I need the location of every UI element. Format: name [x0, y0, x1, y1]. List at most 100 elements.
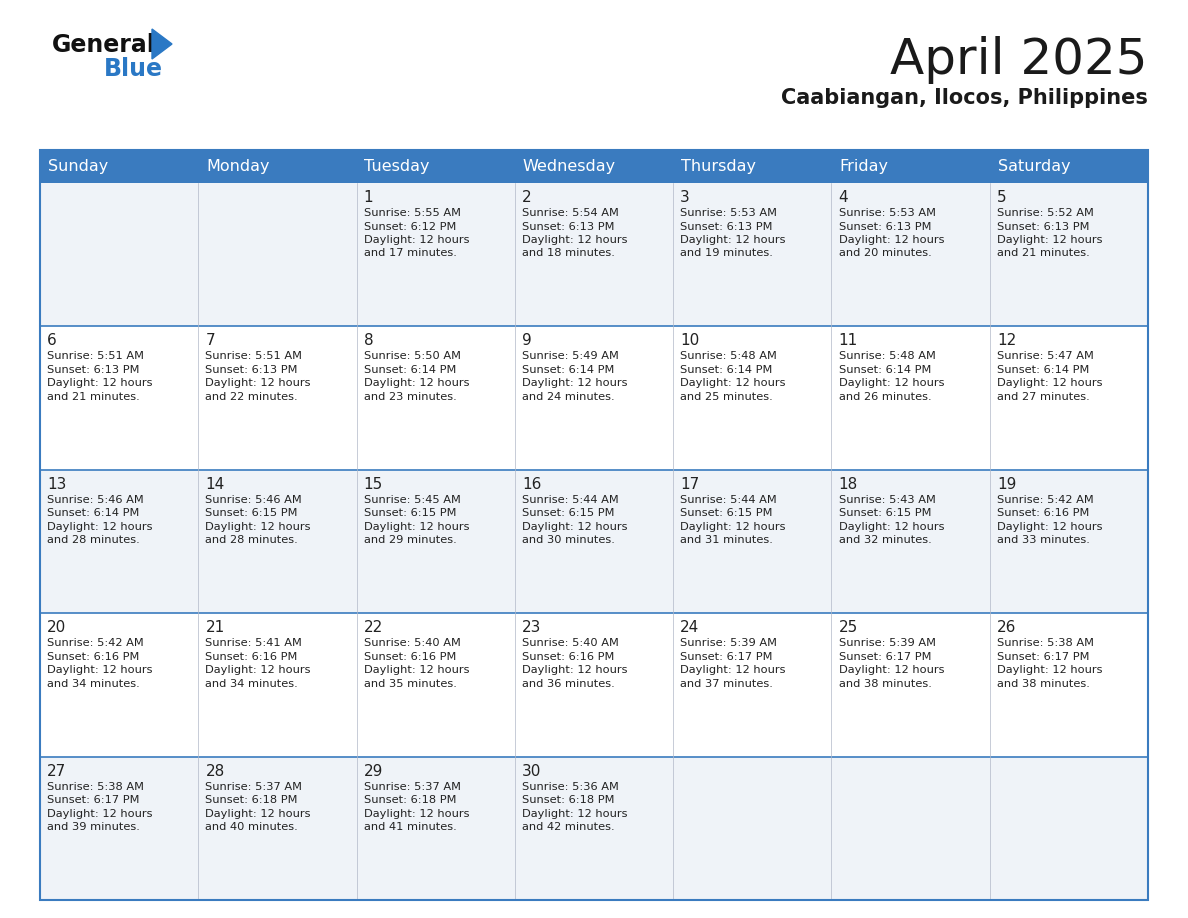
Text: Sunrise: 5:40 AM: Sunrise: 5:40 AM: [364, 638, 461, 648]
Text: Wednesday: Wednesday: [523, 159, 615, 174]
Text: and 27 minutes.: and 27 minutes.: [997, 392, 1089, 402]
Text: Sunset: 6:15 PM: Sunset: 6:15 PM: [681, 509, 772, 519]
Text: Daylight: 12 hours: Daylight: 12 hours: [48, 378, 152, 388]
Bar: [40, 183, 1148, 327]
Text: and 38 minutes.: and 38 minutes.: [997, 678, 1089, 688]
Text: Daylight: 12 hours: Daylight: 12 hours: [522, 521, 627, 532]
Text: Tuesday: Tuesday: [365, 159, 430, 174]
Text: and 42 minutes.: and 42 minutes.: [522, 823, 614, 832]
Text: Sunrise: 5:43 AM: Sunrise: 5:43 AM: [839, 495, 935, 505]
Text: Sunset: 6:13 PM: Sunset: 6:13 PM: [681, 221, 772, 231]
Text: 11: 11: [839, 333, 858, 349]
Text: Sunset: 6:15 PM: Sunset: 6:15 PM: [364, 509, 456, 519]
Text: Sunset: 6:14 PM: Sunset: 6:14 PM: [681, 364, 772, 375]
Text: and 30 minutes.: and 30 minutes.: [522, 535, 615, 545]
Text: 28: 28: [206, 764, 225, 778]
Text: Daylight: 12 hours: Daylight: 12 hours: [364, 521, 469, 532]
Text: Daylight: 12 hours: Daylight: 12 hours: [364, 809, 469, 819]
Bar: [40, 150, 1148, 900]
Text: Sunset: 6:13 PM: Sunset: 6:13 PM: [522, 221, 614, 231]
Bar: [40, 613, 1148, 756]
Text: 13: 13: [48, 476, 67, 492]
Text: 16: 16: [522, 476, 542, 492]
Text: Sunrise: 5:52 AM: Sunrise: 5:52 AM: [997, 208, 1094, 218]
Text: Sunset: 6:16 PM: Sunset: 6:16 PM: [997, 509, 1089, 519]
Text: Friday: Friday: [840, 159, 889, 174]
Text: 15: 15: [364, 476, 383, 492]
Text: Sunrise: 5:38 AM: Sunrise: 5:38 AM: [997, 638, 1094, 648]
Text: Daylight: 12 hours: Daylight: 12 hours: [839, 521, 944, 532]
Text: 5: 5: [997, 190, 1006, 205]
Text: Sunrise: 5:53 AM: Sunrise: 5:53 AM: [839, 208, 936, 218]
Text: Daylight: 12 hours: Daylight: 12 hours: [48, 809, 152, 819]
Text: Sunrise: 5:46 AM: Sunrise: 5:46 AM: [206, 495, 302, 505]
Text: and 32 minutes.: and 32 minutes.: [839, 535, 931, 545]
Text: Daylight: 12 hours: Daylight: 12 hours: [839, 666, 944, 676]
Text: 29: 29: [364, 764, 383, 778]
Text: 12: 12: [997, 333, 1016, 349]
Text: 9: 9: [522, 333, 532, 349]
Text: Daylight: 12 hours: Daylight: 12 hours: [997, 521, 1102, 532]
Text: 27: 27: [48, 764, 67, 778]
Text: 8: 8: [364, 333, 373, 349]
Text: Sunrise: 5:36 AM: Sunrise: 5:36 AM: [522, 781, 619, 791]
Text: Sunrise: 5:49 AM: Sunrise: 5:49 AM: [522, 352, 619, 362]
Text: and 34 minutes.: and 34 minutes.: [48, 678, 140, 688]
Text: Sunset: 6:14 PM: Sunset: 6:14 PM: [522, 364, 614, 375]
Bar: [40, 756, 1148, 900]
Text: Sunset: 6:13 PM: Sunset: 6:13 PM: [839, 221, 931, 231]
Text: 24: 24: [681, 621, 700, 635]
Text: Caabiangan, Ilocos, Philippines: Caabiangan, Ilocos, Philippines: [782, 88, 1148, 108]
Text: April 2025: April 2025: [891, 36, 1148, 84]
Text: and 21 minutes.: and 21 minutes.: [48, 392, 140, 402]
Text: Daylight: 12 hours: Daylight: 12 hours: [206, 378, 311, 388]
Text: and 18 minutes.: and 18 minutes.: [522, 249, 615, 259]
Text: Daylight: 12 hours: Daylight: 12 hours: [997, 235, 1102, 245]
Text: Monday: Monday: [207, 159, 270, 174]
Text: Sunrise: 5:54 AM: Sunrise: 5:54 AM: [522, 208, 619, 218]
Text: Sunset: 6:17 PM: Sunset: 6:17 PM: [839, 652, 931, 662]
Text: 17: 17: [681, 476, 700, 492]
Text: 1: 1: [364, 190, 373, 205]
Text: Daylight: 12 hours: Daylight: 12 hours: [364, 235, 469, 245]
Text: Thursday: Thursday: [681, 159, 756, 174]
Text: Sunrise: 5:37 AM: Sunrise: 5:37 AM: [206, 781, 303, 791]
Text: Sunrise: 5:44 AM: Sunrise: 5:44 AM: [522, 495, 619, 505]
Text: 6: 6: [48, 333, 57, 349]
Text: Sunset: 6:16 PM: Sunset: 6:16 PM: [48, 652, 139, 662]
Text: and 28 minutes.: and 28 minutes.: [206, 535, 298, 545]
Text: Sunrise: 5:48 AM: Sunrise: 5:48 AM: [839, 352, 935, 362]
Text: Sunrise: 5:42 AM: Sunrise: 5:42 AM: [997, 495, 1094, 505]
Text: Daylight: 12 hours: Daylight: 12 hours: [522, 666, 627, 676]
Text: and 36 minutes.: and 36 minutes.: [522, 678, 614, 688]
Text: and 23 minutes.: and 23 minutes.: [364, 392, 456, 402]
Text: Daylight: 12 hours: Daylight: 12 hours: [522, 378, 627, 388]
Text: and 21 minutes.: and 21 minutes.: [997, 249, 1089, 259]
Text: and 37 minutes.: and 37 minutes.: [681, 678, 773, 688]
Text: and 35 minutes.: and 35 minutes.: [364, 678, 456, 688]
Text: and 26 minutes.: and 26 minutes.: [839, 392, 931, 402]
Text: Sunrise: 5:55 AM: Sunrise: 5:55 AM: [364, 208, 461, 218]
Text: Daylight: 12 hours: Daylight: 12 hours: [997, 666, 1102, 676]
Text: Daylight: 12 hours: Daylight: 12 hours: [364, 666, 469, 676]
Text: Sunrise: 5:48 AM: Sunrise: 5:48 AM: [681, 352, 777, 362]
Text: Daylight: 12 hours: Daylight: 12 hours: [522, 809, 627, 819]
Text: Daylight: 12 hours: Daylight: 12 hours: [206, 809, 311, 819]
Text: Sunset: 6:14 PM: Sunset: 6:14 PM: [839, 364, 931, 375]
Text: Daylight: 12 hours: Daylight: 12 hours: [206, 666, 311, 676]
Text: and 33 minutes.: and 33 minutes.: [997, 535, 1089, 545]
Text: Sunset: 6:18 PM: Sunset: 6:18 PM: [364, 795, 456, 805]
Text: Blue: Blue: [105, 57, 163, 81]
Text: Sunset: 6:12 PM: Sunset: 6:12 PM: [364, 221, 456, 231]
Text: General: General: [52, 33, 156, 57]
Text: and 34 minutes.: and 34 minutes.: [206, 678, 298, 688]
Text: Sunrise: 5:51 AM: Sunrise: 5:51 AM: [48, 352, 144, 362]
Text: and 29 minutes.: and 29 minutes.: [364, 535, 456, 545]
Text: Sunrise: 5:47 AM: Sunrise: 5:47 AM: [997, 352, 1094, 362]
Bar: [40, 470, 1148, 613]
Polygon shape: [152, 29, 172, 59]
Text: Daylight: 12 hours: Daylight: 12 hours: [997, 378, 1102, 388]
Text: Daylight: 12 hours: Daylight: 12 hours: [681, 521, 785, 532]
Text: and 25 minutes.: and 25 minutes.: [681, 392, 773, 402]
Text: 21: 21: [206, 621, 225, 635]
